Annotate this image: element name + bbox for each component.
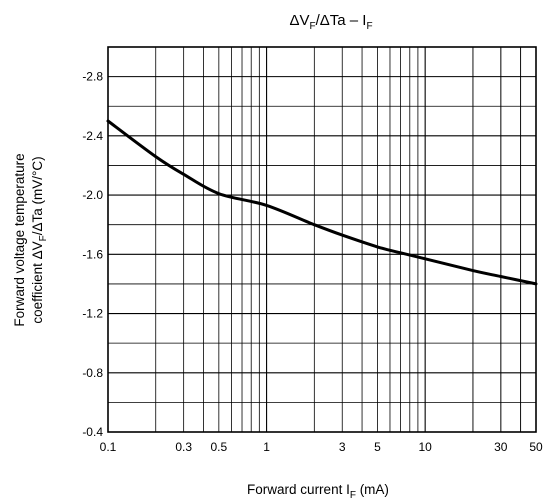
x-tick-label: 30 <box>494 440 508 454</box>
x-tick-label: 0.1 <box>100 440 117 454</box>
x-tick-label: 3 <box>339 440 346 454</box>
y-tick-label: -2.8 <box>82 70 103 84</box>
x-tick-label: 50 <box>529 440 543 454</box>
x-tick-label: 5 <box>374 440 381 454</box>
y-tick-label: -2.0 <box>82 188 103 202</box>
series-line <box>106 119 538 286</box>
y-tick-label: -1.2 <box>82 307 103 321</box>
y-tick-label: -0.8 <box>82 366 103 380</box>
x-tick-label: 0.3 <box>175 440 192 454</box>
x-tick-label: 0.5 <box>210 440 227 454</box>
x-tick-label: 1 <box>263 440 270 454</box>
tick-labels: 0.1 0.3 0.5 1 3 5 10 30 50 -0.4 -0.8 -1.2 -1.6 -2.0 -2… <box>82 70 543 454</box>
x-axis-label: Forward current IF (mA) <box>247 482 389 501</box>
plot-frame <box>107 46 537 433</box>
chart-title: ΔVF/ΔTa – IF <box>289 12 372 32</box>
grid-lines <box>108 47 536 432</box>
y-axis-label-line1: Forward voltage temperature <box>12 153 27 326</box>
y-axis-label-line2: coefficient ΔVF/ΔTa (mV/°C) <box>30 156 49 323</box>
y-tick-label: -1.6 <box>82 247 103 261</box>
y-tick-label: -2.4 <box>82 129 103 143</box>
y-tick-label: -0.4 <box>82 425 103 439</box>
x-tick-label: 10 <box>418 440 432 454</box>
